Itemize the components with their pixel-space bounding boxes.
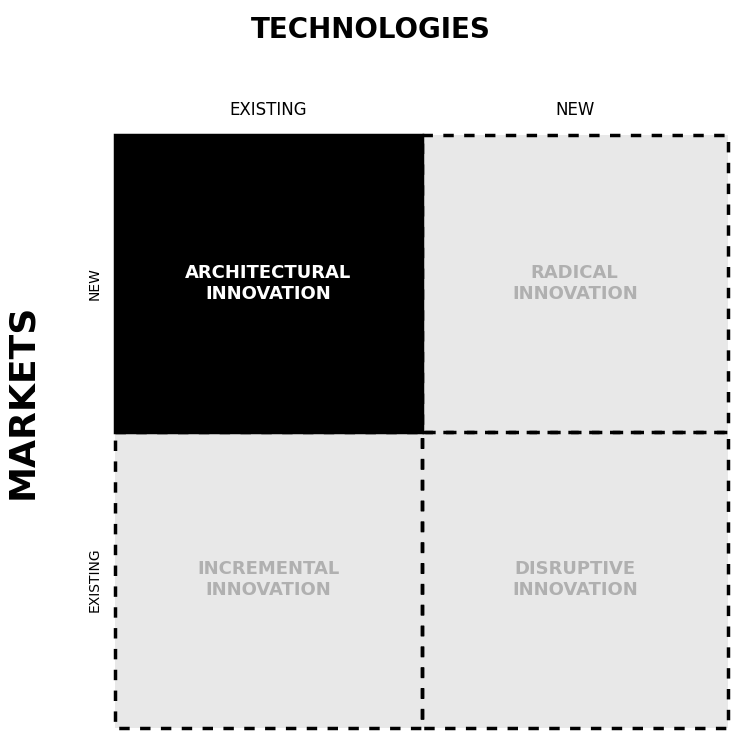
Text: NEW: NEW (88, 267, 102, 299)
Text: EXISTING: EXISTING (229, 101, 307, 119)
Text: NEW: NEW (555, 101, 594, 119)
Text: RADICAL
INNOVATION: RADICAL INNOVATION (512, 264, 637, 302)
Bar (115, 432, 421, 728)
Text: EXISTING: EXISTING (88, 548, 102, 612)
Bar (115, 432, 421, 728)
Bar (115, 135, 421, 432)
Text: INCREMENTAL
INNOVATION: INCREMENTAL INNOVATION (197, 560, 339, 599)
Bar (421, 135, 728, 432)
Bar (421, 135, 728, 432)
Text: MARKETS: MARKETS (5, 304, 39, 499)
Bar (421, 432, 728, 728)
Text: TECHNOLOGIES: TECHNOLOGIES (251, 16, 491, 44)
Text: ARCHITECTURAL
INNOVATION: ARCHITECTURAL INNOVATION (185, 264, 352, 302)
Bar (115, 135, 421, 432)
Bar (421, 432, 728, 728)
Text: DISRUPTIVE
INNOVATION: DISRUPTIVE INNOVATION (512, 560, 637, 599)
